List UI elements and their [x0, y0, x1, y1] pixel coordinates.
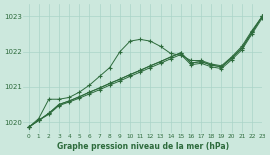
X-axis label: Graphe pression niveau de la mer (hPa): Graphe pression niveau de la mer (hPa)	[57, 142, 229, 151]
